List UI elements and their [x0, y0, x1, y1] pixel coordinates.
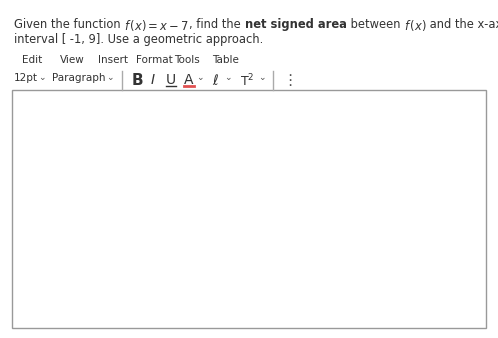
Text: between: between: [347, 18, 404, 31]
Text: $f\,(x)$: $f\,(x)$: [404, 18, 426, 33]
Text: $\mathit{I}$: $\mathit{I}$: [150, 73, 156, 87]
Text: ⌄: ⌄: [38, 73, 45, 82]
Text: View: View: [60, 55, 85, 65]
Text: ⌄: ⌄: [258, 73, 265, 82]
Text: ⌄: ⌄: [106, 73, 114, 82]
Text: ⋮: ⋮: [282, 73, 297, 88]
Text: $\ell$: $\ell$: [212, 73, 219, 88]
Text: $f\,(x) = x - 7$: $f\,(x) = x - 7$: [124, 18, 189, 33]
Text: Insert: Insert: [98, 55, 128, 65]
Text: A: A: [184, 73, 194, 87]
Text: ⌄: ⌄: [196, 73, 204, 82]
Text: Paragraph: Paragraph: [52, 73, 106, 83]
Text: Table: Table: [212, 55, 239, 65]
Text: T$^2$: T$^2$: [240, 73, 254, 90]
Text: , find the: , find the: [189, 18, 245, 31]
Text: Tools: Tools: [174, 55, 200, 65]
Text: 12pt: 12pt: [14, 73, 38, 83]
Text: Given the function: Given the function: [14, 18, 124, 31]
Text: ⌄: ⌄: [224, 73, 232, 82]
Text: Edit: Edit: [22, 55, 42, 65]
Text: interval [ -1, 9]. Use a geometric approach.: interval [ -1, 9]. Use a geometric appro…: [14, 33, 263, 46]
Text: B: B: [132, 73, 143, 88]
Text: and the x-axis over the: and the x-axis over the: [426, 18, 498, 31]
Text: net signed area: net signed area: [245, 18, 347, 31]
Text: U: U: [166, 73, 176, 87]
Text: Format: Format: [136, 55, 173, 65]
